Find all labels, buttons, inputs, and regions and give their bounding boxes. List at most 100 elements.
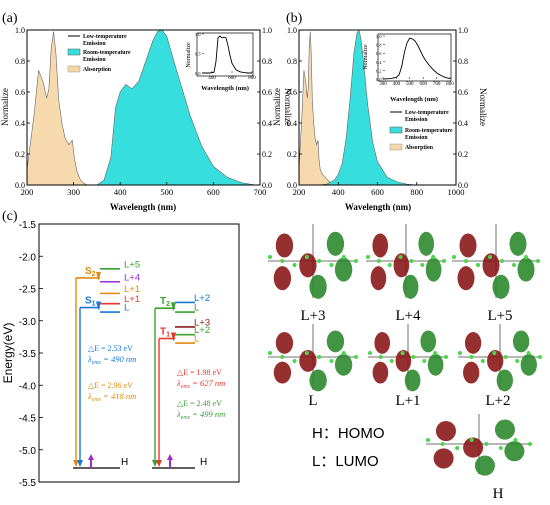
orbital-atom	[455, 446, 460, 450]
orbital-lobe	[425, 257, 442, 282]
orbital-atom	[341, 351, 346, 355]
orbital-atom	[341, 255, 346, 259]
orbital-atom	[368, 351, 372, 355]
singlet-level-label: L+1	[124, 284, 140, 295]
orbital-lobe	[459, 233, 477, 258]
triplet-level-label: L	[194, 303, 199, 314]
triplet-level-label: L	[194, 334, 199, 345]
orbital-atom	[280, 355, 285, 359]
chart-a-ytick-label-left: 0.6	[15, 88, 25, 97]
chart-a-xlabel: Wavelength (nm)	[110, 202, 176, 212]
chart-b-ytick-label-left: 0.0	[287, 181, 297, 190]
orbital-lobe	[404, 369, 421, 392]
chart-b-xtick-label: 800	[410, 187, 423, 197]
orbital-atom	[452, 255, 456, 259]
chart-a-ylabel-right: Normalize	[283, 88, 293, 126]
orbital-atom	[458, 351, 462, 355]
energy-ytick-label: -5.0	[19, 446, 37, 457]
orbital-lobe	[512, 330, 530, 353]
triplet-state-label: T2	[160, 296, 170, 308]
orbital-atom	[292, 359, 297, 363]
singlet-level-label: L+1	[124, 294, 140, 305]
orbital-lobe	[370, 266, 387, 291]
singlet-state-sub: 1	[92, 301, 96, 308]
inset-b-ytick-label: 0.2	[376, 68, 382, 73]
energy-ytick-label: -2.0	[19, 252, 37, 263]
legend-b-absorption-label: Absorption	[405, 145, 434, 151]
orbital-h	[426, 414, 532, 476]
chart-a-legend: Low-temperature Emission Room-temperature…	[67, 34, 131, 73]
energy-ytick-label: -4.5	[19, 414, 37, 425]
orbital-atom	[354, 355, 358, 359]
chart-a-inset: 400 600 800 0.0 0.5 1.0 Wavelength (nm) Norma…	[186, 32, 256, 92]
orbital-atom	[500, 259, 504, 263]
chart-b-inset-frame	[377, 33, 452, 82]
triplet-gap-1-lambda-value: = 627 nm	[190, 378, 225, 388]
singlet-gap-1-delta: △E = 2.53 eV	[88, 344, 133, 353]
orbital-atom	[292, 263, 297, 267]
inset-b-ytick-label: 0.0	[376, 77, 382, 82]
orbital-lobe	[273, 361, 292, 384]
orbital-atom	[503, 355, 508, 359]
orbital-label: H	[493, 486, 504, 502]
orbital-lobe	[427, 353, 444, 376]
inset-b-xtick-label: 500	[406, 82, 414, 87]
orbital-atom	[400, 351, 405, 355]
legend-absorption-swatch	[67, 65, 81, 73]
singlet-state-arrow	[96, 301, 101, 311]
triplet-gap-1-lambda: λems = 627 nm	[176, 378, 225, 390]
chart-b-series-absorption	[299, 31, 335, 185]
orbital-images: L+3 L+4 L+5 L L+1 L+2 H	[268, 224, 542, 502]
orbital-atom	[268, 255, 272, 259]
orbital-atom	[442, 259, 446, 263]
chart-a-ylabel-left: Normalize	[0, 88, 10, 126]
chart-a-xtick-label: 500	[160, 187, 173, 197]
chart-a-series-emission	[96, 30, 256, 185]
orbital-lobe	[374, 332, 391, 354]
orbital-atom	[280, 259, 285, 263]
orbital-atom	[513, 438, 518, 442]
inset-b-ytick-label: 1.0	[376, 34, 382, 39]
orbital-atom	[492, 351, 497, 355]
orbital-lobe	[299, 253, 317, 278]
chart-a-xtick-label: 300	[67, 187, 80, 197]
orbital-atom	[387, 263, 392, 267]
orbital-lobe	[420, 330, 437, 353]
chart-b-xtick-label: 600	[371, 187, 384, 197]
orbital-lobe	[517, 257, 535, 282]
orbital-atom	[398, 255, 403, 259]
inset-b-xtick-label: 600	[419, 82, 427, 87]
orbital-atom	[420, 263, 425, 267]
orbital-atom	[536, 259, 540, 263]
chart-a-ytick-label-right: 0.0	[262, 181, 272, 190]
chart-b-xtick-label: 400	[332, 187, 345, 197]
inset-a-ytick-label: 0.5	[195, 52, 201, 57]
orbital-atom	[354, 259, 358, 263]
chart-a-frame	[26, 29, 261, 186]
chart-b-ytick-label-left: 0.4	[287, 119, 297, 128]
orbital-atom	[304, 351, 309, 355]
orbital-lobe	[334, 353, 353, 376]
singlet-gap-1-lambda-value: = 490 nm	[101, 354, 136, 364]
orbital-label: L+5	[487, 308, 512, 324]
orbital-atom	[538, 355, 542, 359]
orbital-atom	[526, 351, 531, 355]
triplet-homo-label: H	[200, 457, 207, 468]
inset-b-xtick-label: 400	[393, 82, 401, 87]
energy-ytick-label: -3.5	[19, 349, 37, 360]
inset-a-ytick-label: 0.0	[195, 71, 201, 76]
orbital-lobe	[457, 266, 475, 291]
orbital-atom	[366, 255, 370, 259]
chart-b-xtick-label: 200	[293, 187, 306, 197]
orbital-lplus3	[268, 224, 358, 299]
inset-b-ytick-label: 0.8	[376, 43, 382, 48]
inset-b-xtick-label: 300	[379, 82, 387, 87]
orbital-lplus1	[368, 324, 448, 392]
orbital-lobe	[299, 349, 317, 372]
homo-legend: H：HOMO	[312, 425, 385, 442]
triplet-state-label: T1	[160, 327, 170, 339]
chart-b-inset-curve	[382, 37, 451, 80]
chart-a-inset-xlabel: Wavelength (nm)	[201, 85, 249, 92]
orbital-lplus4	[366, 224, 446, 299]
